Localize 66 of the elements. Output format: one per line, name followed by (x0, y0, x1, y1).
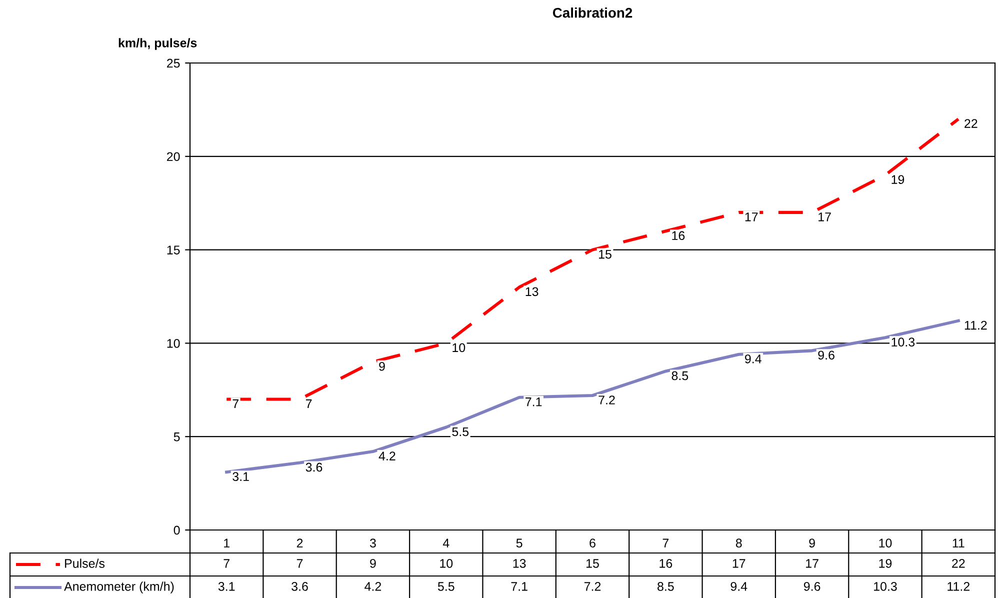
annotation: 22 (964, 119, 978, 128)
annotation: 3.6 (306, 462, 322, 472)
y-tick-label: 20 (167, 152, 180, 162)
data-label: 5.5 (438, 582, 454, 591)
legend-label: Anemometer (km/h) (64, 582, 174, 594)
x-tick-label: 5 (516, 538, 522, 548)
data-label: 17 (732, 559, 746, 568)
x-tick-label: 7 (662, 538, 669, 548)
annotation: 7 (232, 399, 238, 408)
data-label: 10.3 (874, 582, 897, 591)
line-series (225, 319, 960, 474)
data-label: 8.5 (658, 582, 674, 591)
legend-label: Pulse/s (65, 558, 105, 568)
data-label: 10 (440, 559, 453, 568)
x-tick-label: 11 (952, 538, 964, 548)
y-tick-label: 0 (174, 526, 180, 535)
x-tick-label: 3 (370, 538, 376, 548)
data-label: 11.2 (948, 582, 970, 591)
y-axis-title: km/h, pulse/s (118, 38, 197, 50)
annotation: 11.2 (964, 320, 987, 330)
data-label: 17 (806, 559, 818, 568)
annotation: 7 (306, 399, 312, 408)
annotation: 9 (379, 362, 385, 371)
annotation: 4.2 (378, 452, 396, 460)
y-tick-label: 5 (174, 432, 180, 442)
x-tick-label: 2 (296, 538, 303, 548)
annotation: 9.4 (745, 354, 762, 364)
data-label: 19 (879, 559, 892, 568)
x-tick-label: 6 (590, 538, 596, 548)
x-tick-label: 8 (736, 538, 742, 548)
annotation: 15 (599, 250, 612, 259)
annotation: 10 (452, 343, 466, 352)
data-label: 16 (660, 559, 672, 568)
y-tick-label: 25 (167, 58, 180, 68)
annotation: 10.3 (892, 338, 915, 347)
annotation: 5.5 (452, 427, 469, 436)
x-tick-label: 10 (879, 538, 892, 548)
y-tick-label: 15 (167, 246, 180, 254)
annotation: 16 (672, 231, 685, 240)
x-tick-label: 1 (224, 538, 230, 548)
data-label: 7.1 (511, 582, 528, 591)
annotation: 9.6 (818, 350, 834, 360)
data-label: 13 (513, 559, 526, 568)
annotation: 3.1 (232, 472, 249, 482)
chart-title: Calibration2 (552, 8, 632, 18)
data-label: 9.6 (804, 582, 820, 591)
data-label: 7.2 (584, 582, 601, 591)
annotation: 8.5 (672, 371, 688, 380)
annotation: 17 (745, 212, 758, 222)
annotation: 17 (818, 212, 831, 222)
data-label: 15 (586, 559, 599, 568)
data-label: 9 (370, 559, 376, 568)
data-label: 7 (224, 559, 230, 568)
data-label: 3.1 (218, 582, 235, 591)
annotation: 19 (892, 175, 904, 184)
data-label: 9.4 (730, 582, 748, 591)
x-tick-label: 9 (809, 538, 815, 548)
annotation: 7.2 (598, 396, 615, 404)
x-tick-label: 4 (442, 538, 450, 548)
annotation: 13 (526, 287, 538, 296)
data-label: 3.6 (292, 582, 308, 591)
data-label: 4.2 (364, 582, 382, 591)
y-tick-label: 10 (167, 339, 180, 348)
annotation: 7.1 (526, 398, 542, 406)
data-label: 7 (296, 559, 303, 568)
data-label: 22 (952, 559, 965, 568)
